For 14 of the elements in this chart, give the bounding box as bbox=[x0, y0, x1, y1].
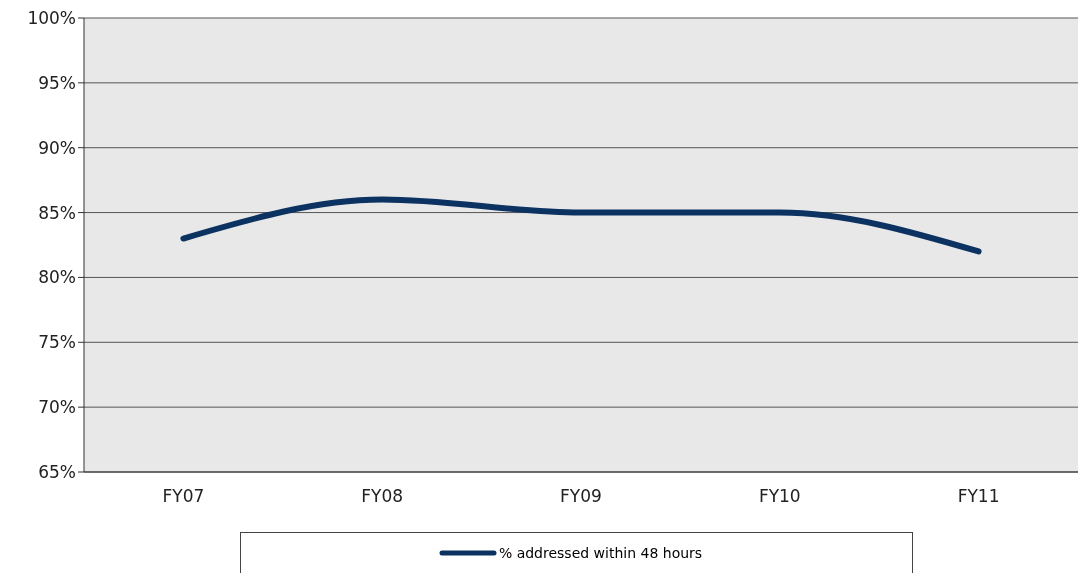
y-tick-label: 70% bbox=[38, 397, 76, 418]
y-tick-label: 90% bbox=[38, 137, 76, 158]
legend-label: % addressed within 48 hours bbox=[498, 545, 703, 561]
x-tick-label: FY07 bbox=[162, 486, 205, 507]
y-tick-label: 75% bbox=[38, 332, 76, 353]
x-tick-label: FY11 bbox=[957, 486, 1000, 507]
x-tick-label: FY09 bbox=[560, 486, 602, 507]
y-tick-label: 65% bbox=[38, 462, 76, 483]
y-tick-label: 100% bbox=[27, 8, 76, 29]
y-tick-label: 80% bbox=[38, 267, 76, 288]
x-tick-label: FY10 bbox=[758, 486, 801, 507]
y-tick-label: 85% bbox=[38, 202, 76, 223]
x-tick-label: FY08 bbox=[361, 486, 404, 507]
y-tick-label: 95% bbox=[38, 72, 76, 93]
